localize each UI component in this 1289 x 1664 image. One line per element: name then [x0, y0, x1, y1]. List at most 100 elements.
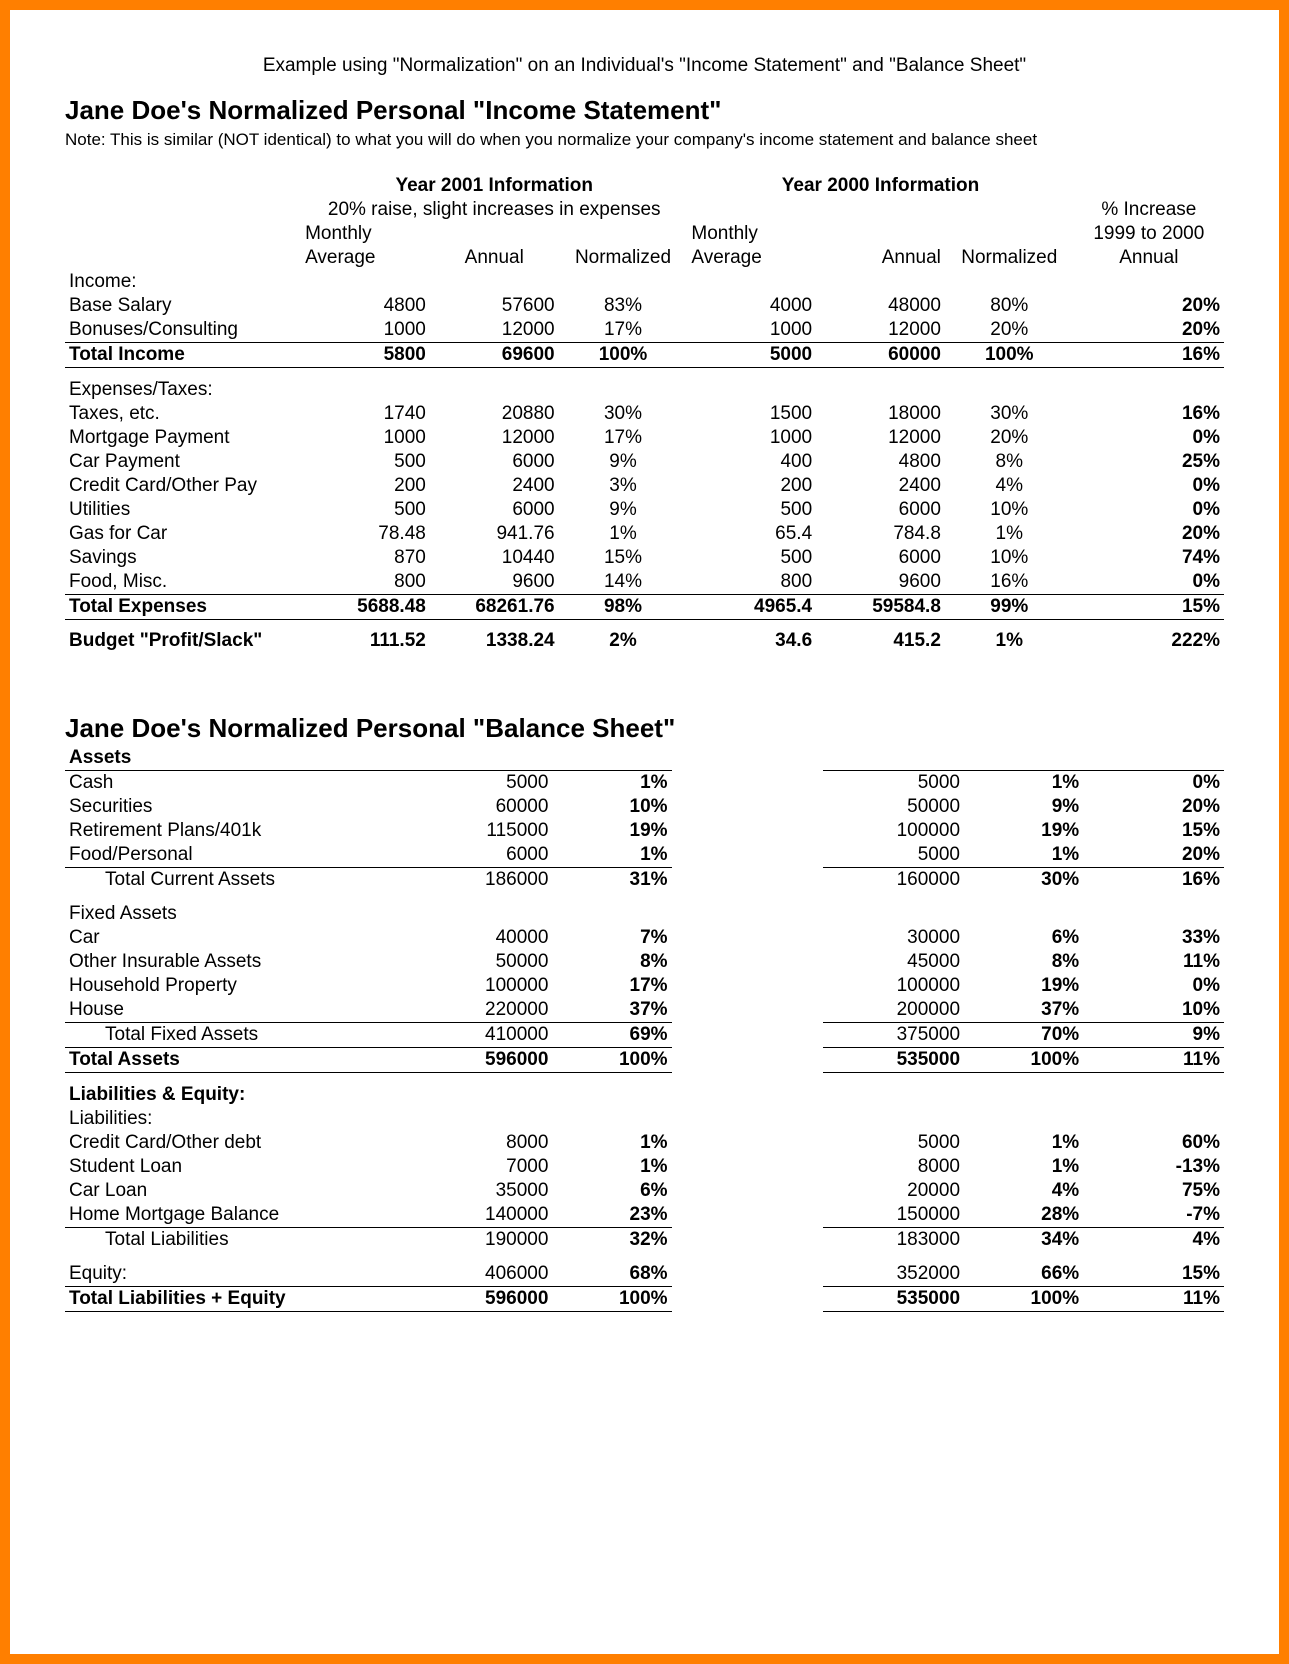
- eq-p1: 68%: [552, 1262, 671, 1287]
- tfa-v2: 375000: [823, 1023, 964, 1048]
- row-v1: 50000: [412, 950, 553, 974]
- row-label: Retirement Plans/401k: [65, 819, 412, 843]
- fixed-row-0: Car400007%300006%33%: [65, 926, 1224, 950]
- row-m1: 1000: [301, 426, 430, 450]
- row-a1: 941.76: [430, 522, 559, 546]
- row-a2: 12000: [816, 426, 945, 450]
- row-p1: 8%: [552, 950, 671, 974]
- header-row-sub2: Monthly Monthly 1999 to 2000: [65, 222, 1224, 246]
- row-label: Other Insurable Assets: [65, 950, 412, 974]
- row-p2: 8%: [964, 950, 1083, 974]
- row-label: House: [65, 998, 412, 1023]
- row-n2: 80%: [945, 294, 1074, 318]
- row-pct: 0%: [1074, 426, 1224, 450]
- total-assets-label: Total Assets: [65, 1048, 412, 1073]
- tle-p1: 100%: [552, 1286, 671, 1311]
- asset-row-0: Cash50001%50001%0%: [65, 771, 1224, 796]
- eq-v1: 406000: [412, 1262, 553, 1287]
- average-header-1: Average: [301, 246, 430, 270]
- total-expenses-label: Total Expenses: [65, 594, 301, 619]
- row-label: Securities: [65, 795, 412, 819]
- row-v1: 60000: [412, 795, 553, 819]
- row-a2: 18000: [816, 402, 945, 426]
- expense-row-4: Utilities50060009%500600010%0%: [65, 498, 1224, 522]
- tfa-pct: 9%: [1083, 1023, 1224, 1048]
- row-n2: 10%: [945, 498, 1074, 522]
- row-m2: 1500: [687, 402, 816, 426]
- row-label: Mortgage Payment: [65, 426, 301, 450]
- row-m2: 400: [687, 450, 816, 474]
- assets-label: Assets: [65, 746, 412, 771]
- row-m1: 200: [301, 474, 430, 498]
- tfa-v1: 410000: [412, 1023, 553, 1048]
- budget-pct: 222%: [1074, 629, 1224, 653]
- income-statement-table: Year 2001 Information Year 2000 Informat…: [65, 174, 1224, 653]
- row-p2: 19%: [964, 819, 1083, 843]
- row-p1: 1%: [552, 1131, 671, 1155]
- row-v1: 8000: [412, 1131, 553, 1155]
- row-m1: 500: [301, 450, 430, 474]
- row-pct: 11%: [1083, 950, 1224, 974]
- row-n2: 10%: [945, 546, 1074, 570]
- expense-row-5: Gas for Car78.48941.761%65.4784.81%20%: [65, 522, 1224, 546]
- liabilities-header-row: Liabilities:: [65, 1107, 1224, 1131]
- total-income-label: Total Income: [65, 343, 301, 368]
- row-v2: 30000: [823, 926, 964, 950]
- balance-sheet-table: Assets Cash50001%50001%0%Securities60000…: [65, 746, 1224, 1312]
- row-label: Utilities: [65, 498, 301, 522]
- asset-row-2: Retirement Plans/401k11500019%10000019%1…: [65, 819, 1224, 843]
- tca-p2: 30%: [964, 868, 1083, 893]
- tfa-p2: 70%: [964, 1023, 1083, 1048]
- row-a2: 784.8: [816, 522, 945, 546]
- row-p2: 9%: [964, 795, 1083, 819]
- row-n1: 15%: [559, 546, 688, 570]
- row-v2: 150000: [823, 1203, 964, 1228]
- eq-pct: 15%: [1083, 1262, 1224, 1287]
- total-income-m1: 5800: [301, 343, 430, 368]
- year-range-header: 1999 to 2000: [1074, 222, 1224, 246]
- tle-p2: 100%: [964, 1286, 1083, 1311]
- budget-a2: 415.2: [816, 629, 945, 653]
- row-pct: 16%: [1074, 402, 1224, 426]
- row-v2: 100000: [823, 974, 964, 998]
- total-income-row: Total Income 5800 69600 100% 5000 60000 …: [65, 343, 1224, 368]
- budget-label: Budget "Profit/Slack": [65, 629, 301, 653]
- row-m1: 500: [301, 498, 430, 522]
- total-income-n1: 100%: [559, 343, 688, 368]
- row-pct: 74%: [1074, 546, 1224, 570]
- row-p2: 28%: [964, 1203, 1083, 1228]
- total-income-m2: 5000: [687, 343, 816, 368]
- expense-row-2: Car Payment50060009%40048008%25%: [65, 450, 1224, 474]
- header-row-sub3: Average Annual Normalized Average Annual…: [65, 246, 1224, 270]
- normalized-header-2: Normalized: [945, 246, 1074, 270]
- row-n1: 17%: [559, 318, 688, 343]
- income-row-0: Base Salary48005760083%40004800080%20%: [65, 294, 1224, 318]
- liability-row-3: Home Mortgage Balance14000023%15000028%-…: [65, 1203, 1224, 1228]
- row-p2: 1%: [964, 771, 1083, 796]
- row-a1: 12000: [430, 318, 559, 343]
- row-pct: 25%: [1074, 450, 1224, 474]
- row-p1: 37%: [552, 998, 671, 1023]
- row-v1: 6000: [412, 843, 553, 868]
- tle-v1: 596000: [412, 1286, 553, 1311]
- annual-col-header: Annual: [1074, 246, 1224, 270]
- row-label: Taxes, etc.: [65, 402, 301, 426]
- row-p1: 19%: [552, 819, 671, 843]
- expense-row-3: Credit Card/Other Pay20024003%20024004%0…: [65, 474, 1224, 498]
- row-m2: 1000: [687, 426, 816, 450]
- row-v2: 45000: [823, 950, 964, 974]
- row-m1: 870: [301, 546, 430, 570]
- total-expenses-m1: 5688.48: [301, 594, 430, 619]
- header-row-years: Year 2001 Information Year 2000 Informat…: [65, 174, 1224, 198]
- liability-row-0: Credit Card/Other debt80001%50001%60%: [65, 1131, 1224, 1155]
- income-section-label: Income:: [65, 270, 301, 294]
- row-pct: 0%: [1083, 974, 1224, 998]
- row-label: Bonuses/Consulting: [65, 318, 301, 343]
- row-a2: 2400: [816, 474, 945, 498]
- row-v1: 220000: [412, 998, 553, 1023]
- document-page: Example using "Normalization" on an Indi…: [0, 0, 1289, 1664]
- row-m2: 4000: [687, 294, 816, 318]
- row-p2: 1%: [964, 843, 1083, 868]
- row-pct: 33%: [1083, 926, 1224, 950]
- tca-p1: 31%: [552, 868, 671, 893]
